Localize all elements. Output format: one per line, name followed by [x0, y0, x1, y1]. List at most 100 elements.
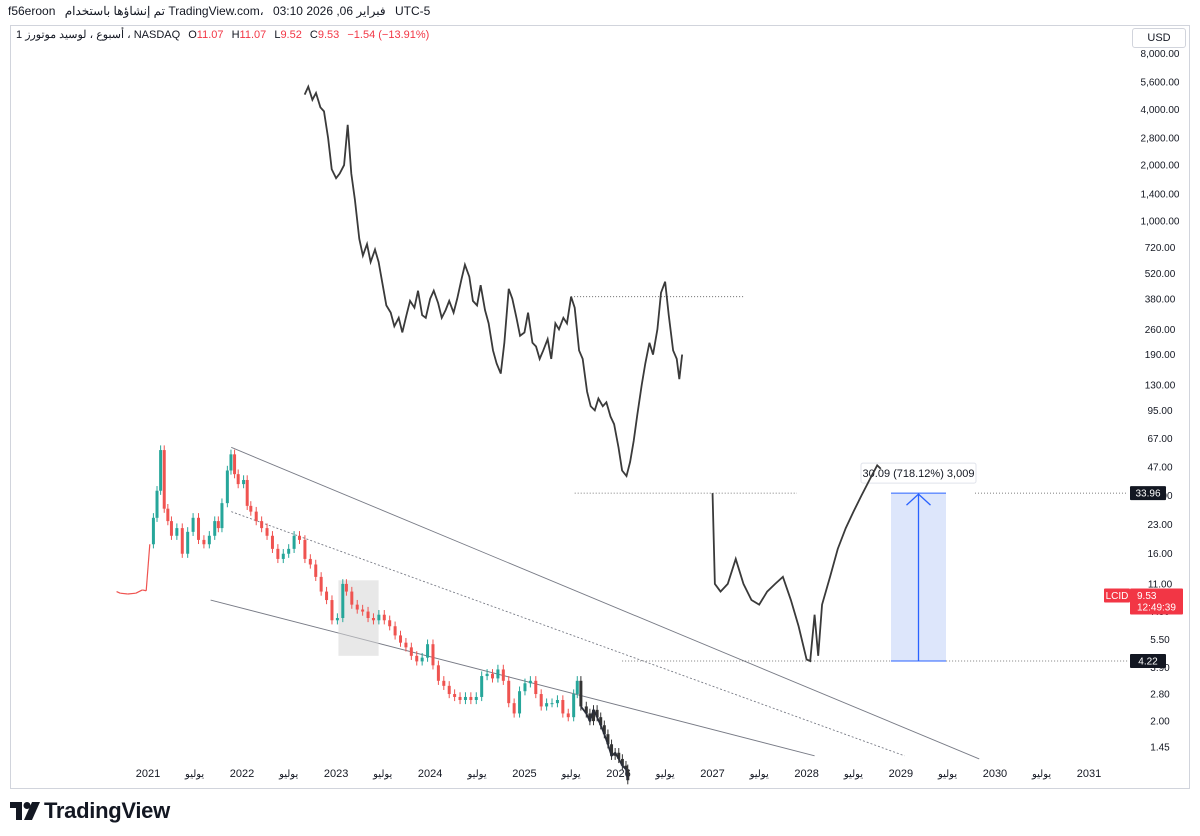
candle-body	[355, 604, 359, 610]
candle-body	[388, 620, 392, 627]
symbol-description: 1 أسبوع ، لوسيد موتورز ، NASDAQ	[16, 29, 181, 41]
candle-body	[555, 699, 559, 704]
candle-body	[265, 528, 269, 536]
price-line-segment	[142, 589, 147, 592]
candle-body	[229, 454, 233, 471]
candle-body	[572, 694, 576, 718]
candle-body	[606, 734, 610, 745]
x-tick-label: يوليو	[843, 769, 863, 780]
candle-body	[480, 676, 484, 697]
candle-body	[617, 752, 621, 759]
candle-body	[469, 696, 473, 700]
x-tick-label: 2026	[606, 768, 630, 780]
candle-body	[180, 528, 184, 554]
x-tick-label: 2028	[794, 768, 818, 780]
candle-body	[207, 535, 211, 545]
x-tick-label: يوليو	[749, 769, 769, 780]
candle-body	[216, 521, 220, 529]
candle-body	[287, 548, 291, 554]
candle-body	[350, 591, 354, 605]
price-line-segment	[135, 589, 143, 594]
candle-body	[186, 531, 190, 554]
x-tick-label: 2029	[889, 768, 913, 780]
candle-body	[254, 511, 258, 522]
measure-label-box	[860, 462, 977, 484]
candle-body	[382, 614, 386, 621]
candle-body	[599, 717, 603, 726]
candle-body	[595, 709, 599, 718]
candle-body	[393, 626, 397, 636]
historical-pattern-projection	[303, 84, 684, 479]
candle-body	[507, 680, 511, 704]
candle-body	[377, 614, 381, 621]
y-tick-label: 5,600.00	[1141, 78, 1180, 89]
current-price-tag-bg	[1130, 588, 1183, 615]
high-value: 11.07	[239, 29, 267, 41]
y-tick-label: 3.90	[1150, 663, 1170, 674]
candle-body	[175, 528, 179, 536]
price-line-segment	[120, 592, 128, 595]
candle-body	[545, 703, 549, 707]
currency-button[interactable]: USD	[1132, 28, 1186, 48]
x-tick-label: 2021	[136, 768, 160, 780]
candle-body	[518, 691, 522, 714]
highlight-box	[338, 580, 379, 656]
low-value: 9.52	[280, 29, 302, 41]
candle-body	[458, 696, 462, 700]
candle-body	[584, 706, 588, 714]
y-tick-label: 23.00	[1147, 520, 1172, 531]
x-tick-label: 2027	[700, 768, 724, 780]
candle-body	[314, 564, 318, 577]
price-line-segment	[127, 592, 136, 595]
candle-body	[159, 450, 163, 491]
change-value: −1.54 (−13.91%)	[347, 29, 430, 41]
candle-body	[155, 490, 159, 518]
y-tick-label: 380.00	[1145, 294, 1176, 305]
candle-body	[579, 680, 583, 707]
candle-body	[276, 548, 280, 559]
candle-body	[588, 713, 592, 722]
candle-body	[420, 657, 424, 662]
timezone-label: UTC-5	[395, 4, 431, 18]
measure-arrow-head	[906, 493, 931, 506]
chart-frame[interactable]	[10, 25, 1190, 789]
candle-body	[169, 521, 173, 536]
open-value: 11.07	[196, 29, 224, 41]
candle-body	[415, 655, 419, 662]
candle-body	[426, 644, 430, 658]
x-tick-label: يوليو	[560, 769, 580, 780]
candle-body	[191, 517, 195, 532]
candle-body	[270, 535, 274, 549]
y-tick-label: 4,000.00	[1141, 105, 1180, 116]
candle-body	[485, 673, 489, 677]
y-tick-label: 260.00	[1145, 325, 1176, 336]
author-name: f56eroon	[8, 4, 56, 18]
candle-body	[319, 576, 323, 592]
candle-body	[436, 665, 440, 681]
x-tick-label: يوليو	[655, 769, 675, 780]
y-tick-label: 47.00	[1147, 463, 1172, 474]
candle-body	[281, 553, 285, 559]
x-tick-label: 2030	[983, 768, 1007, 780]
candle-body	[602, 725, 606, 735]
current-price: 9.53	[1137, 591, 1157, 602]
price-line-segment	[145, 544, 151, 591]
candle-body	[233, 454, 237, 475]
low-label: L	[274, 29, 281, 41]
y-tick-label: 130.00	[1145, 381, 1176, 392]
y-tick-label: 5.50	[1150, 635, 1170, 646]
candle-body	[550, 703, 554, 705]
candle-body	[361, 609, 365, 612]
future-path-projection	[711, 463, 882, 663]
price-line-segment	[116, 591, 121, 594]
candle-body	[523, 683, 527, 692]
x-tick-label: يوليو	[372, 769, 392, 780]
candle-body	[308, 558, 312, 565]
candle-body	[225, 470, 229, 504]
y-tick-label: 95.00	[1147, 406, 1172, 417]
tradingview-branding[interactable]: TradingView	[10, 796, 170, 826]
candle-body	[463, 696, 467, 700]
candle-body	[220, 503, 224, 529]
candle-body	[330, 600, 334, 621]
